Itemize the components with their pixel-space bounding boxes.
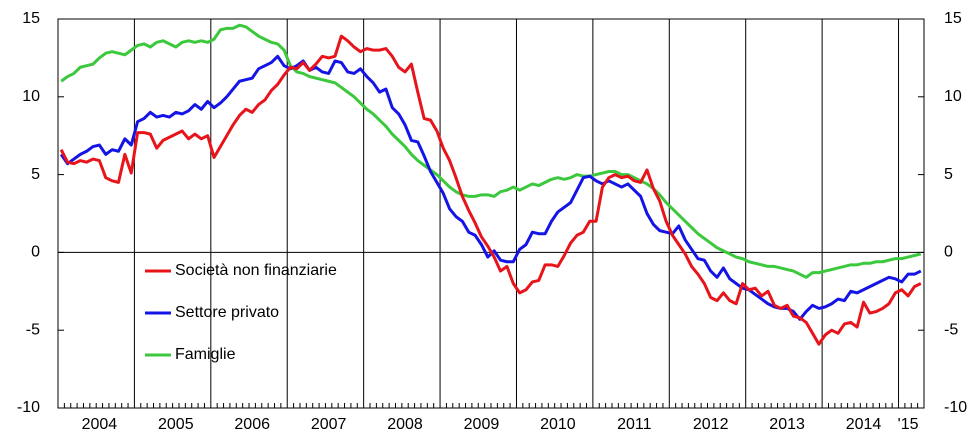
legend-label: Settore privato <box>175 304 279 321</box>
y2-tick-label: 15 <box>944 10 962 27</box>
x-tick-label: 2011 <box>617 416 652 433</box>
x-tick-label: 2012 <box>693 416 729 433</box>
y2-tick-label: 0 <box>944 244 953 261</box>
series-line <box>60 23 922 279</box>
x-tick-label: 2008 <box>387 416 423 433</box>
x-tick-label: 2009 <box>464 416 500 433</box>
x-tick-label: 2006 <box>234 416 270 433</box>
series-line <box>59 54 922 321</box>
y-tick-label: -5 <box>26 321 40 338</box>
x-tick-label: 2007 <box>311 416 347 433</box>
y2-tick-label: -5 <box>944 321 958 338</box>
x-tick-label: '15 <box>898 416 919 433</box>
x-tick-label: 2014 <box>846 416 882 433</box>
x-tick-label: 2010 <box>540 416 576 433</box>
y-tick-label: -10 <box>17 399 40 416</box>
x-tick-label: 2005 <box>158 416 194 433</box>
series-line <box>59 34 922 346</box>
y2-tick-label: -10 <box>944 399 967 416</box>
x-tick-label: 2004 <box>82 416 118 433</box>
y-tick-label: 15 <box>22 10 40 27</box>
legend-label: Società non finanziarie <box>175 262 337 279</box>
y2-tick-label: 5 <box>944 166 953 183</box>
legend-label: Famiglie <box>175 346 236 363</box>
y-tick-label: 5 <box>31 166 40 183</box>
x-tick-label: 2013 <box>769 416 805 433</box>
y-tick-label: 0 <box>31 244 40 261</box>
y-tick-label: 10 <box>22 88 40 105</box>
y2-tick-label: 10 <box>944 88 962 105</box>
